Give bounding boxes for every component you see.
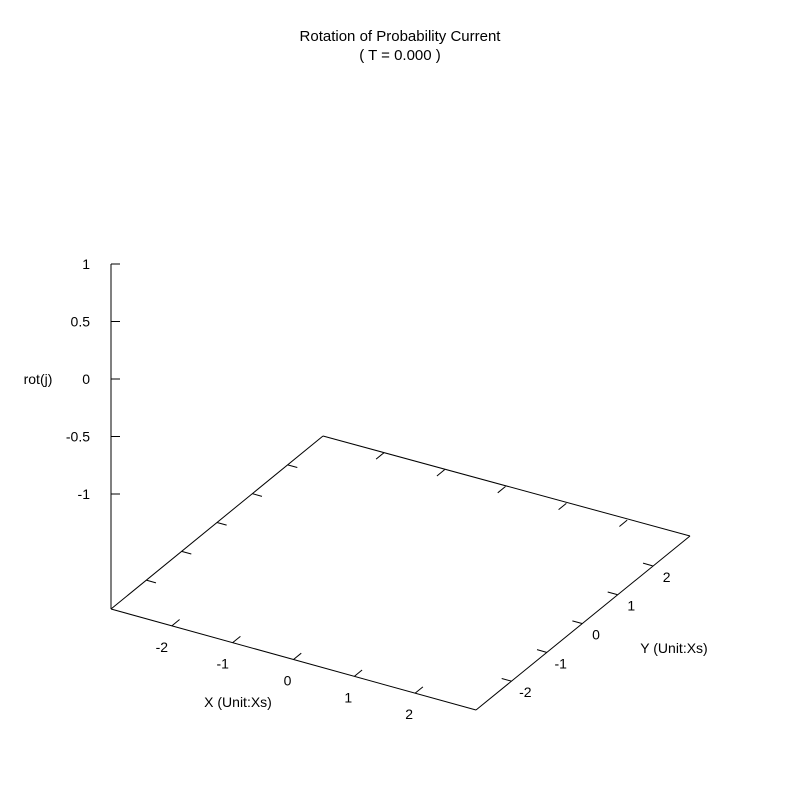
z-tick-label-0: 1 [82,256,90,272]
chart-title: Rotation of Probability Current [299,28,501,45]
y-tick-label-3: 1 [627,598,635,614]
x-tick-mirror-1 [436,469,445,477]
y-tick-label-2: 0 [592,627,600,643]
base-edge-back-x [322,435,691,537]
z-tick-label-2: 0 [82,371,90,387]
base-edge-right-y [475,535,691,711]
x-tick-mirror-2 [497,486,506,494]
x-tick-label-2: 0 [284,673,292,689]
x-tick-mirror-3 [558,502,567,511]
x-tick-label-0: -2 [156,639,169,655]
y-tick-0 [501,678,512,682]
y-tick-mirror-0 [146,579,157,584]
y-tick-mirror-2 [216,522,227,526]
chart-subtitle: ( T = 0.000 ) [359,47,441,64]
y-axis-label: Y (Unit:Xs) [640,640,707,656]
z-tick-label-3: -0.5 [66,429,90,445]
y-axis: -2 -1 0 1 2 [146,464,671,700]
z-axis-label: rot(j) [24,371,53,387]
z-tick-label-4: -1 [78,486,91,502]
y-tick-label-1: -1 [554,655,567,671]
x-tick-label-3: 1 [344,689,352,705]
x-tick-label-1: -1 [216,656,229,672]
x-tick-0 [171,619,180,627]
x-tick-label-4: 2 [405,706,413,722]
x-tick-4 [414,686,424,694]
base-plane [110,435,691,711]
y-tick-1 [536,649,547,653]
y-tick-mirror-4 [287,464,298,468]
y-tick-label-4: 2 [663,569,671,585]
x-axis: -2 -1 0 1 2 [156,452,628,722]
z-tick-label-1: 0.5 [71,314,91,330]
x-tick-3 [354,669,363,677]
y-tick-label-0: -2 [519,684,532,700]
y-tick-mirror-1 [181,550,192,555]
x-tick-mirror-4 [619,519,628,527]
x-tick-1 [232,635,241,644]
y-tick-mirror-3 [252,493,263,497]
y-tick-3 [607,591,618,596]
x-axis-label: X (Unit:Xs) [204,694,272,710]
x-tick-2 [293,652,302,660]
x-tick-mirror-0 [375,452,385,460]
z-axis: 1 0.5 0 -0.5 -1 [66,256,120,609]
y-tick-4 [642,562,653,567]
y-tick-2 [572,620,583,624]
